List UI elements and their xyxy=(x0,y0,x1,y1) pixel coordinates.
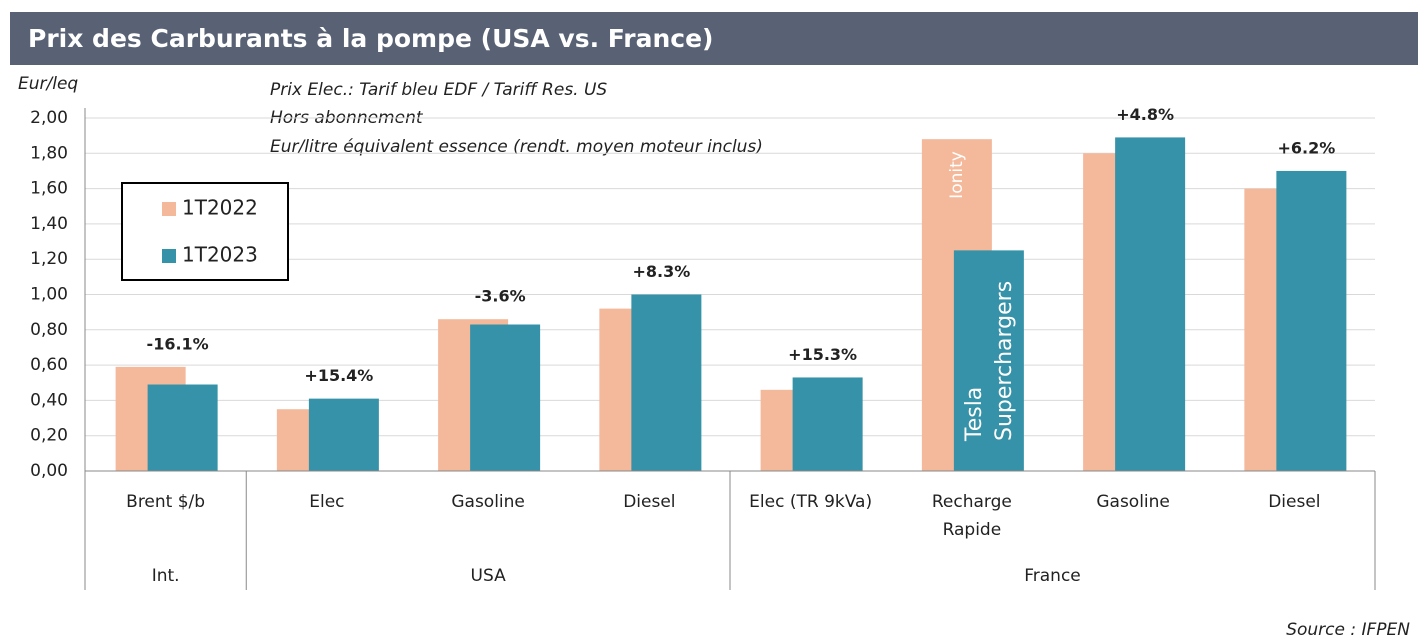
change-label: +15.4% xyxy=(304,366,373,385)
bar xyxy=(470,324,541,471)
chart-title: Prix des Carburants à la pompe (USA vs. … xyxy=(28,24,714,53)
legend-label: 1T2023 xyxy=(182,243,258,267)
y-tick-label: 1,80 xyxy=(30,143,68,163)
group-label: France xyxy=(1024,566,1081,586)
change-label: -3.6% xyxy=(475,287,526,306)
y-tick-label: 0,00 xyxy=(30,461,68,481)
change-label: +8.3% xyxy=(632,262,690,281)
x-tick-label: Recharge Rapide xyxy=(932,492,1012,540)
bar xyxy=(1276,170,1347,471)
x-tick-label: Brent $/b xyxy=(126,492,205,512)
x-tick-label: Elec xyxy=(309,492,344,512)
legend: 1T2022 1T2023 xyxy=(121,182,289,281)
bar-annotation: Ionity xyxy=(947,151,967,199)
legend-box xyxy=(121,182,289,281)
text-line: Diesel xyxy=(623,492,675,512)
bar xyxy=(147,384,218,471)
y-axis-label: Eur/leq xyxy=(18,74,78,94)
text-line: Elec xyxy=(309,492,344,512)
x-tick-label: Elec (TR 9kVa) xyxy=(749,492,872,512)
y-tick-label: 0,20 xyxy=(30,426,68,446)
bar xyxy=(631,294,702,471)
bar-annotation: Tesla Superchargers xyxy=(962,281,1017,442)
title-bar xyxy=(10,12,1418,65)
change-label: +15.3% xyxy=(788,345,857,364)
x-tick-label: Diesel xyxy=(623,492,675,512)
x-tick-label: Diesel xyxy=(1268,492,1320,512)
y-tick-label: 1,00 xyxy=(30,285,68,305)
text-line: Elec (TR 9kVa) xyxy=(749,492,872,512)
y-tick-label: 0,40 xyxy=(30,390,68,410)
text-line: Recharge xyxy=(932,492,1012,512)
legend-label: 1T2022 xyxy=(182,196,258,220)
source: Source : IFPEN xyxy=(1286,620,1410,640)
text-line: Brent $/b xyxy=(126,492,205,512)
x-tick-label: Gasoline xyxy=(451,492,525,512)
bar xyxy=(792,377,863,471)
text-line: Rapide xyxy=(943,520,1002,540)
bar xyxy=(1115,137,1186,472)
y-tick-label: 1,60 xyxy=(30,179,68,199)
note: Prix Elec.: Tarif bleu EDF / Tariff Res.… xyxy=(270,80,607,100)
text-line: Gasoline xyxy=(451,492,525,512)
text-line: Ionity xyxy=(947,151,967,199)
change-label: -16.1% xyxy=(147,334,209,353)
legend-swatch xyxy=(162,249,176,263)
group-label: Int. xyxy=(152,566,180,586)
bar xyxy=(953,250,1024,471)
y-tick-label: 0,80 xyxy=(30,320,68,340)
legend-swatch xyxy=(162,202,176,216)
text-line: Gasoline xyxy=(1096,492,1170,512)
change-label: +6.2% xyxy=(1277,138,1335,157)
y-tick-label: 1,40 xyxy=(30,214,68,234)
bar xyxy=(308,398,379,471)
note: Eur/litre équivalent essence (rendt. moy… xyxy=(270,137,763,157)
y-tick-label: 1,20 xyxy=(30,249,68,269)
text-line: Tesla xyxy=(962,387,987,442)
text-line: Diesel xyxy=(1268,492,1320,512)
x-tick-label: Gasoline xyxy=(1096,492,1170,512)
y-tick-label: 2,00 xyxy=(30,108,68,128)
group-label: USA xyxy=(471,566,507,586)
y-tick-label: 0,60 xyxy=(30,355,68,375)
text-line: Superchargers xyxy=(992,281,1017,441)
change-label: +4.8% xyxy=(1116,105,1174,124)
